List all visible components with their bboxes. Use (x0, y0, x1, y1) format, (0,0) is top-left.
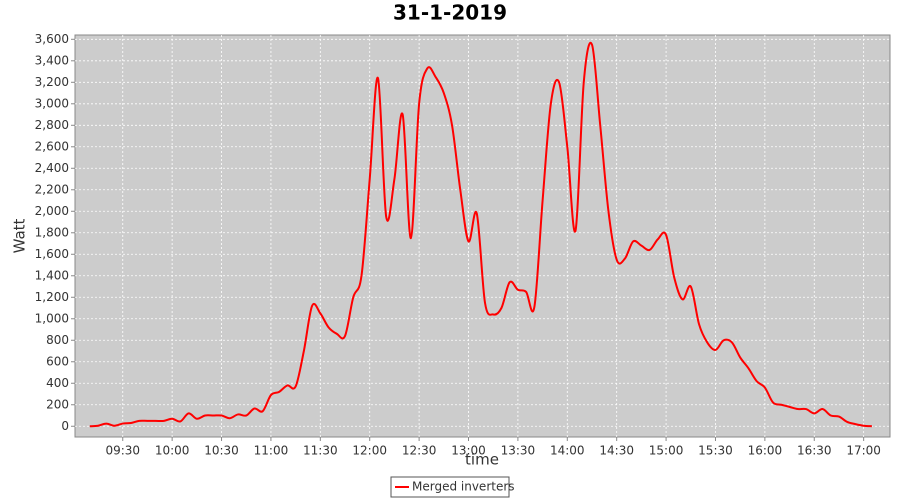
x-tick-label: 15:30 (698, 444, 733, 458)
y-tick-label: 1,600 (35, 247, 69, 261)
x-tick-label: 13:30 (501, 444, 536, 458)
y-tick-label: 1,200 (35, 290, 69, 304)
x-axis-label: time (465, 451, 499, 469)
x-tick-label: 14:00 (550, 444, 585, 458)
y-tick-label: 2,600 (35, 139, 69, 153)
x-tick-label: 14:30 (599, 444, 634, 458)
y-tick-label: 1,400 (35, 268, 69, 282)
y-tick-label: 1,000 (35, 311, 69, 325)
x-tick-label: 16:30 (797, 444, 832, 458)
y-tick-label: 1,800 (35, 225, 69, 239)
y-tick-label: 200 (46, 397, 69, 411)
plot-area (74, 34, 891, 438)
y-tick-label: 400 (46, 376, 69, 390)
x-tick-label: 10:00 (155, 444, 190, 458)
x-tick-label: 10:30 (204, 444, 239, 458)
x-tick-label: 11:00 (254, 444, 289, 458)
x-tick-label: 11:30 (303, 444, 338, 458)
x-tick-label: 13:00 (451, 444, 486, 458)
y-tick-label: 2,800 (35, 118, 69, 132)
x-tick-label: 09:30 (105, 444, 140, 458)
y-tick-label: 2,400 (35, 161, 69, 175)
y-tick-label: 600 (46, 354, 69, 368)
legend-label: Merged inverters (412, 480, 515, 494)
y-tick-label: 3,600 (35, 32, 69, 46)
y-axis-label: Watt (11, 218, 29, 253)
y-tick-label: 3,000 (35, 96, 69, 110)
y-tick-label: 2,000 (35, 204, 69, 218)
y-tick-label: 0 (61, 419, 69, 433)
legend: Merged inverters (390, 476, 515, 498)
chart-title: 31-1-2019 (393, 1, 507, 25)
x-tick-label: 16:00 (748, 444, 783, 458)
x-tick-label: 12:30 (402, 444, 437, 458)
y-tick-label: 3,200 (35, 75, 69, 89)
x-tick-label: 12:00 (352, 444, 387, 458)
data-line (89, 41, 872, 428)
x-tick-label: 17:00 (846, 444, 881, 458)
x-tick-label: 15:00 (649, 444, 684, 458)
y-tick-label: 3,400 (35, 53, 69, 67)
y-tick-label: 2,200 (35, 182, 69, 196)
legend-box (390, 476, 510, 498)
y-tick-label: 800 (46, 333, 69, 347)
